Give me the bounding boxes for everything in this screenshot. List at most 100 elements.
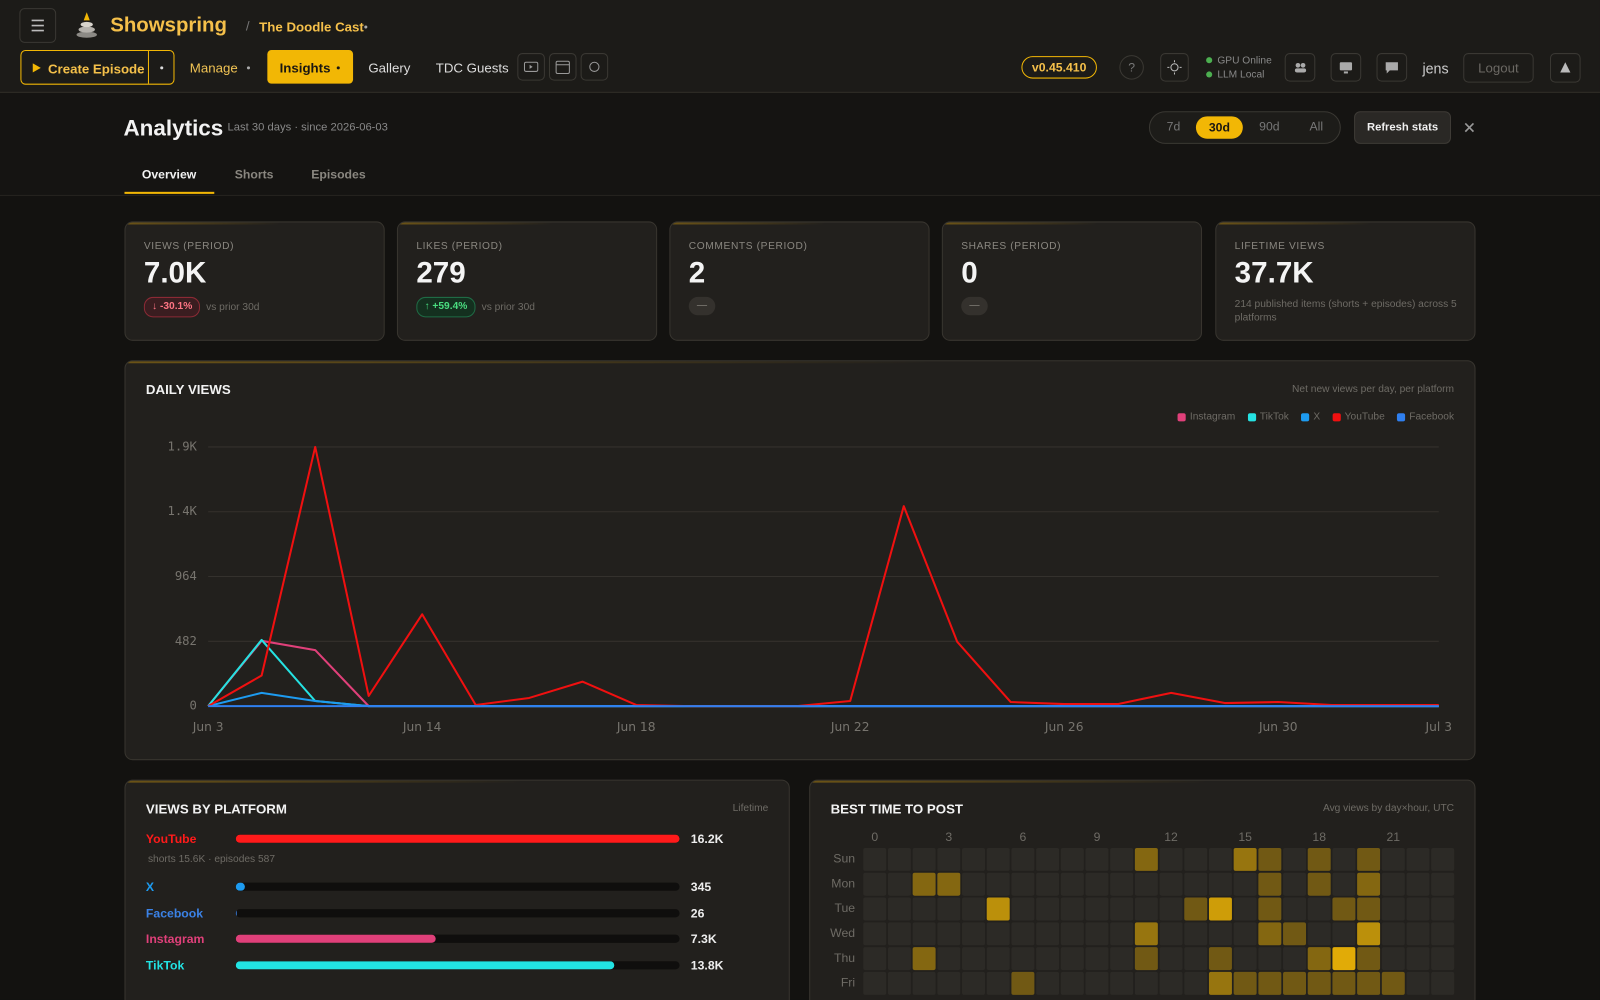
heat-cell [912, 847, 936, 871]
nav-item[interactable]: Gallery [368, 60, 411, 76]
heat-cell [1184, 922, 1208, 946]
heat-cell [887, 922, 911, 946]
range-option-active[interactable]: 30d [1195, 116, 1243, 139]
create-button[interactable]: Create Episode [20, 49, 175, 85]
tab[interactable]: Shorts [234, 167, 274, 182]
kpi-label: VIEWS (PERIOD) [143, 240, 235, 253]
heat-cell [1085, 947, 1109, 971]
caret [364, 25, 368, 29]
kpi-label: LIFETIME VIEWS [1234, 240, 1325, 253]
kpi-note: vs prior 30d [481, 302, 535, 314]
heat-cell [1011, 971, 1035, 995]
range-option[interactable]: All [1309, 119, 1324, 134]
heat-cell [1381, 897, 1405, 921]
hour-label: 21 [1387, 830, 1401, 844]
legend-label: YouTube [1344, 411, 1385, 423]
collapse-button[interactable] [1549, 53, 1581, 83]
nav-item[interactable]: TDC Guests [435, 60, 509, 76]
heat-cell [1283, 872, 1307, 896]
nav-active[interactable]: Insights [267, 49, 354, 84]
kpi-change: ↓ -30.1% [143, 296, 201, 318]
heat-cell [986, 922, 1010, 946]
menu-button[interactable] [19, 8, 57, 43]
heat-cell [1208, 897, 1232, 921]
heat-cell [1208, 922, 1232, 946]
value-label: 345 [690, 879, 712, 894]
heat-cell [863, 922, 887, 946]
icon-button[interactable] [548, 53, 577, 81]
heat-cell [1208, 872, 1232, 896]
heat-cell [937, 947, 961, 971]
legend-item: Instagram [1177, 411, 1235, 422]
heat-cell [986, 897, 1010, 921]
help-button[interactable]: ? [1119, 55, 1144, 80]
y-tick-label: 1.4K [167, 504, 197, 518]
x-tick-label: Jun 18 [616, 720, 656, 734]
tab[interactable]: Episodes [311, 167, 366, 182]
legend-swatch [1301, 412, 1310, 421]
heat-cell [1110, 847, 1134, 871]
close-button[interactable] [1462, 120, 1476, 134]
daily-views-panel: DAILY VIEWS Net new views per day, per p… [124, 360, 1476, 761]
caret [336, 66, 340, 70]
heat-cell [1159, 847, 1183, 871]
status-dot [1206, 71, 1213, 78]
heat-cell [1134, 971, 1158, 995]
icon-button[interactable] [1284, 53, 1316, 82]
y-tick-label: 482 [175, 634, 197, 648]
legend-item: YouTube [1332, 411, 1385, 423]
platform-detail: shorts 15.6K · episodes 587 [147, 853, 276, 865]
heat-cell [1258, 847, 1282, 871]
menu-icon [31, 19, 44, 32]
heat-cell [1134, 872, 1158, 896]
logout-button[interactable]: Logout [1463, 53, 1534, 83]
bar [235, 908, 237, 917]
legend-label: X [1313, 411, 1321, 423]
tab-active[interactable]: Overview [141, 167, 197, 182]
series-line [207, 638, 1439, 708]
heat-cell [1283, 922, 1307, 946]
heat-cell [1307, 922, 1331, 946]
theme-button[interactable] [1160, 53, 1189, 82]
range-option[interactable]: 7d [1166, 119, 1181, 134]
range-option[interactable]: 90d [1259, 119, 1280, 134]
heat-cell [1233, 947, 1257, 971]
heatmap: 0 3 6 9 12 15 18 21 Sun Mon Tue Wed Thu Fri [830, 830, 1455, 995]
heat-cell [1159, 872, 1183, 896]
kpi-value: 2 [688, 257, 706, 290]
breadcrumb[interactable]: The Doodle Cast [259, 19, 364, 35]
icon-button[interactable] [1376, 53, 1408, 82]
legend-swatch [1247, 412, 1256, 421]
icon-button[interactable] [517, 53, 545, 81]
kpi-card: VIEWS (PERIOD) 7.0K ↓ -30.1% vs prior 30… [124, 221, 385, 341]
heat-cell [1085, 922, 1109, 946]
heat-cell [1381, 872, 1405, 896]
icon-button[interactable] [1330, 53, 1362, 82]
heat-cell [1406, 872, 1430, 896]
heat-cell [1381, 947, 1405, 971]
day-label: Wed [830, 926, 855, 940]
heat-cell [1233, 897, 1257, 921]
heat-cell [1332, 872, 1356, 896]
hour-label: 3 [945, 830, 952, 844]
heat-cell [962, 847, 985, 871]
heat-cell [1134, 897, 1158, 921]
value-label: 13.8K [690, 957, 724, 972]
legend: Instagram TikTok X YouTube Facebook [1177, 411, 1454, 423]
heat-cell [1357, 872, 1381, 896]
hour-label: 15 [1238, 830, 1252, 844]
heat-cell [1406, 922, 1430, 946]
heat-cell [863, 897, 887, 921]
heat-cell [1085, 897, 1109, 921]
refresh-button[interactable]: Refresh stats [1354, 111, 1452, 144]
heat-cell [1233, 971, 1257, 995]
kpi-change: — [688, 296, 716, 316]
icon-button[interactable] [580, 53, 609, 81]
heat-cell [863, 947, 887, 971]
heat-cell [962, 872, 985, 896]
heat-cell [1233, 847, 1257, 871]
brand: Showspring [110, 14, 227, 37]
kpi-card: COMMENTS (PERIOD) 2 — [669, 221, 930, 341]
nav-item[interactable]: Manage [189, 60, 238, 76]
